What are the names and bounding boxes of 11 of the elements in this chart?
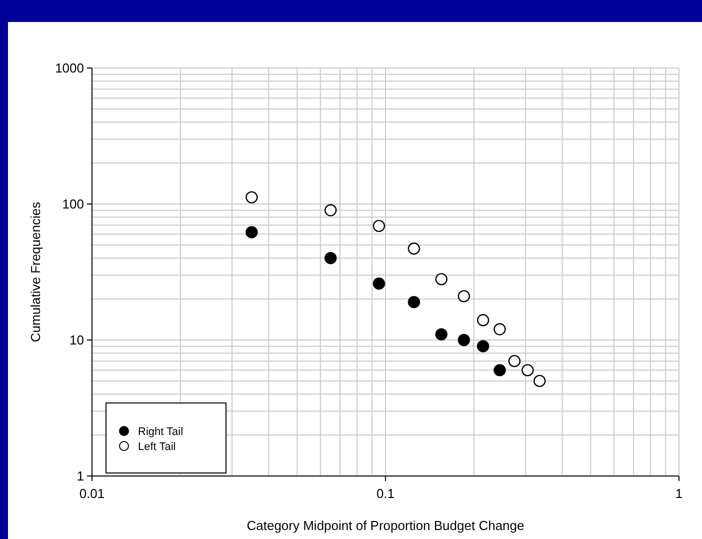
x-tick-label: 0.01 [79,486,105,501]
legend-label: Right Tail [138,426,184,438]
x-axis-title: Category Midpoint of Proportion Budget Change [246,518,524,533]
y-tick-label: 100 [62,196,84,212]
legend-label: Left Tail [138,441,176,453]
y-axis-title: Cumulative Frequencies [28,201,43,342]
y-tick-label: 10 [70,332,84,348]
y-tick-label: 1000 [55,60,84,76]
x-tick-label: 0.1 [376,486,395,501]
x-tick-label: 1 [675,486,683,501]
y-tick-label: 1 [76,468,84,484]
